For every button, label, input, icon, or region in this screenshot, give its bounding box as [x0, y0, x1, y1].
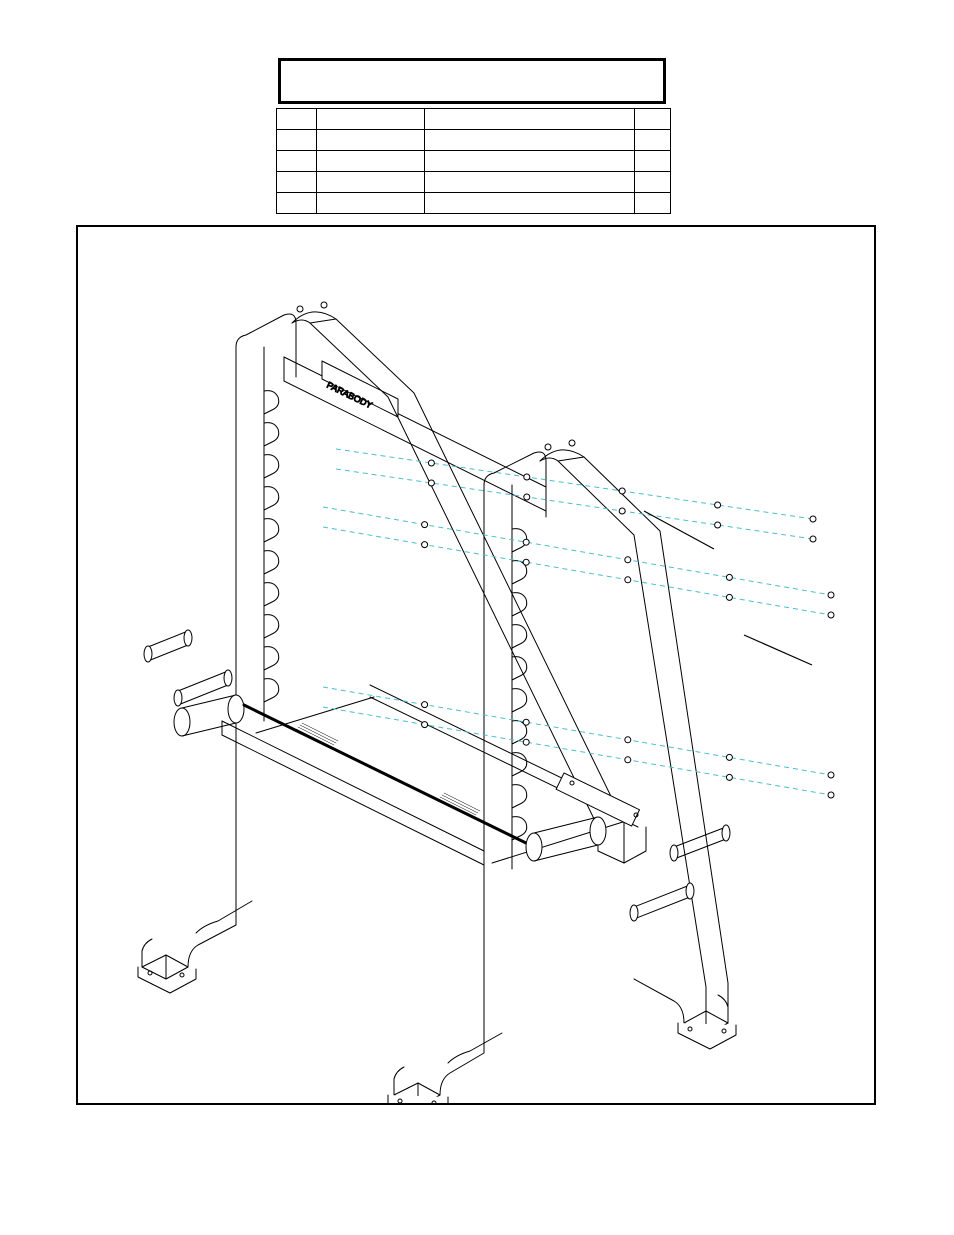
parts-table-body — [277, 109, 671, 214]
table-cell — [635, 130, 671, 151]
rack-scallops-left — [264, 391, 279, 702]
table-cell — [635, 172, 671, 193]
hardware-dots — [422, 460, 834, 798]
table-cell — [425, 109, 635, 130]
table-row — [277, 193, 671, 214]
page: PARABODY — [0, 0, 954, 1235]
title-box — [278, 58, 666, 104]
table-row — [277, 130, 671, 151]
rack-diagram: PARABODY — [78, 227, 874, 1103]
weight-horns — [144, 630, 730, 921]
assembly-guide-lines — [323, 449, 831, 795]
table-cell — [317, 193, 425, 214]
table-row — [277, 109, 671, 130]
figure-frame: PARABODY — [76, 225, 876, 1105]
table-cell — [425, 193, 635, 214]
table-cell — [425, 151, 635, 172]
table-cell — [317, 130, 425, 151]
barbell — [174, 695, 606, 861]
table-row — [277, 172, 671, 193]
table-cell — [635, 193, 671, 214]
table-row — [277, 151, 671, 172]
table-cell — [317, 109, 425, 130]
table-cell — [635, 151, 671, 172]
leader-lines — [644, 511, 812, 665]
parts-table — [276, 108, 671, 214]
table-cell — [317, 151, 425, 172]
table-cell — [635, 109, 671, 130]
table-cell — [425, 130, 635, 151]
table-cell — [277, 151, 317, 172]
table-cell — [277, 130, 317, 151]
rack-scallops-right — [512, 529, 527, 840]
table-cell — [277, 193, 317, 214]
table-cell — [317, 172, 425, 193]
table-cell — [277, 172, 317, 193]
table-cell — [277, 109, 317, 130]
table-cell — [425, 172, 635, 193]
